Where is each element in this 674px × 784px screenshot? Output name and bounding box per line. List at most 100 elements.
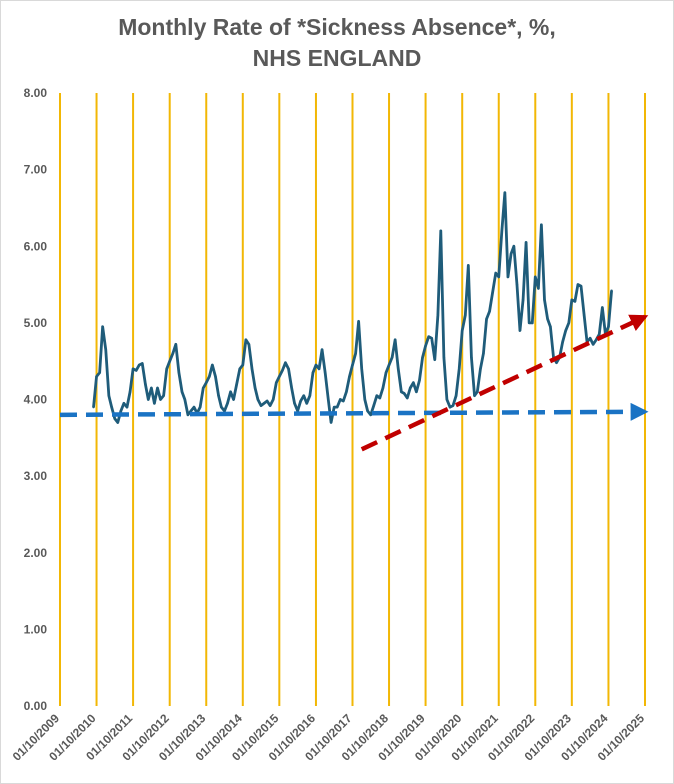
data-point (467, 264, 470, 267)
data-point (345, 390, 348, 394)
data-point (281, 369, 284, 372)
data-point (598, 333, 601, 336)
data-point (390, 356, 394, 359)
data-point (384, 371, 388, 374)
data-point (134, 369, 138, 372)
y-tick-label: 5.00 (24, 316, 48, 330)
data-point (299, 399, 302, 403)
data-point (518, 329, 522, 332)
data-point (470, 356, 473, 359)
data-point (561, 340, 564, 344)
data-point (515, 283, 519, 286)
data-point (378, 396, 382, 400)
data-point (113, 417, 116, 420)
data-point (570, 298, 574, 302)
y-tick-label: 0.00 (24, 699, 48, 713)
data-point (150, 386, 153, 390)
data-point (98, 371, 101, 374)
data-point (415, 390, 418, 394)
data-point (512, 245, 516, 248)
data-point (220, 405, 223, 409)
data-point (235, 382, 238, 386)
data-point (250, 367, 254, 371)
data-point (153, 402, 156, 405)
data-point (439, 229, 442, 233)
y-tick-label: 3.00 (24, 469, 48, 483)
data-point (131, 367, 135, 371)
data-point (284, 361, 287, 364)
y-tick-label: 7.00 (24, 163, 48, 177)
data-point (104, 348, 107, 351)
data-point (290, 386, 293, 390)
data-point (144, 382, 147, 386)
data-point (543, 298, 546, 302)
data-point (265, 399, 269, 403)
data-point (159, 398, 162, 401)
data-point (549, 325, 552, 328)
data-point (494, 271, 497, 275)
data-point (464, 314, 467, 317)
data-point (192, 405, 196, 409)
data-point (223, 409, 226, 413)
data-point (302, 394, 305, 397)
data-point (217, 394, 220, 397)
data-point (360, 367, 363, 371)
grid (59, 93, 646, 706)
data-point (400, 390, 403, 394)
data-point (458, 367, 461, 371)
data-point (317, 367, 321, 371)
rising-trend-arrow (360, 314, 649, 452)
data-point (418, 379, 421, 382)
annotations (59, 314, 649, 452)
data-point (116, 421, 119, 424)
data-point (436, 314, 440, 317)
data-point (327, 398, 330, 401)
data-point (348, 375, 351, 378)
data-point (454, 394, 458, 397)
data-point (323, 371, 327, 374)
data-point (293, 402, 296, 405)
data-point (506, 275, 510, 279)
data-point (442, 356, 446, 359)
data-point (208, 375, 211, 378)
data-point (244, 338, 248, 341)
data-point (137, 363, 141, 367)
data-point (485, 317, 488, 321)
data-point (427, 335, 430, 338)
data-point (351, 363, 354, 367)
data-point (308, 394, 312, 397)
data-point (101, 325, 104, 328)
data-point (433, 358, 436, 361)
data-point (588, 337, 592, 340)
data-point (147, 398, 150, 401)
data-point (211, 363, 214, 367)
data-point (165, 367, 168, 371)
data-point (473, 394, 476, 397)
data-point (320, 348, 324, 351)
data-point (564, 329, 567, 332)
data-point (503, 191, 507, 194)
series (92, 191, 613, 424)
data-point (156, 386, 159, 390)
data-point (214, 375, 217, 378)
data-point (424, 344, 427, 348)
data-point (531, 321, 534, 325)
data-point (509, 252, 513, 256)
data-point (393, 338, 397, 341)
data-point (534, 275, 537, 279)
y-tick-label: 4.00 (24, 393, 48, 407)
data-point (262, 402, 266, 405)
data-point (595, 338, 598, 341)
data-point (205, 381, 208, 384)
data-point (610, 289, 613, 292)
data-point (141, 362, 144, 365)
data-point (409, 386, 412, 390)
data-point (186, 413, 190, 417)
data-point (272, 398, 275, 401)
data-point (198, 405, 202, 409)
data-point (387, 363, 391, 367)
data-point (607, 325, 610, 328)
data-point (335, 405, 339, 409)
y-tick-label: 2.00 (24, 546, 48, 560)
data-point (180, 390, 184, 394)
